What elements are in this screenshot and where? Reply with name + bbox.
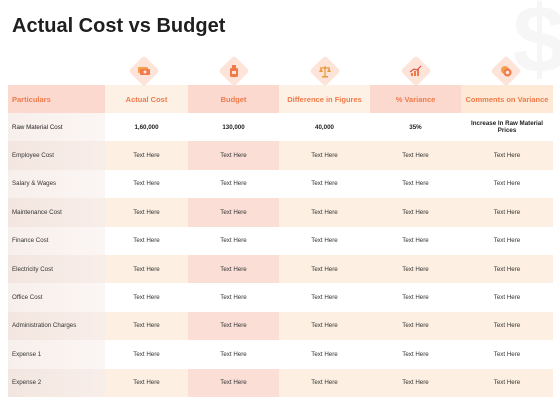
cell-difference: Text Here xyxy=(279,141,370,170)
header-particulars: Particulars xyxy=(8,85,105,113)
cell-budget: Text Here xyxy=(188,340,279,369)
cell-particulars: Maintenance Cost xyxy=(8,198,105,227)
cell-particulars: Electricity Cost xyxy=(8,254,105,284)
cell-budget: Text Here xyxy=(188,141,279,170)
cell-comments: Text Here xyxy=(461,254,553,284)
cell-actual-cost: Text Here xyxy=(105,340,188,369)
cell-difference: Text Here xyxy=(279,226,370,255)
cell-variance: Text Here xyxy=(370,226,461,255)
cell-variance: Text Here xyxy=(370,254,461,284)
cell-actual-cost: Text Here xyxy=(105,198,188,227)
cell-comments: Text Here xyxy=(461,141,553,170)
cell-variance: Text Here xyxy=(370,283,461,312)
cell-budget: 130,000 xyxy=(188,113,279,142)
header-budget: Budget xyxy=(188,85,279,113)
header-difference: Difference in Figures xyxy=(279,85,370,113)
cell-difference: Text Here xyxy=(279,254,370,284)
table-row: Administration Charges Text Here Text Here… xyxy=(8,311,553,341)
cost-budget-table: Particulars Actual Cost Budget Differenc… xyxy=(8,85,553,397)
column-icon-row xyxy=(0,55,560,87)
bottle-icon xyxy=(218,55,250,87)
cell-particulars: Expense 2 xyxy=(8,368,105,397)
header-comments: Comments on Variance xyxy=(461,85,553,113)
header-actual-cost: Actual Cost xyxy=(105,85,188,113)
cell-budget: Text Here xyxy=(188,198,279,227)
cell-comments: Text Here xyxy=(461,311,553,341)
cell-actual-cost: Text Here xyxy=(105,311,188,341)
cell-comments: Text Here xyxy=(461,198,553,227)
cell-variance: Text Here xyxy=(370,311,461,341)
cell-particulars: Raw Material Cost xyxy=(8,113,105,142)
cell-actual-cost: Text Here xyxy=(105,254,188,284)
table-row: Office Cost Text Here Text Here Text Here Te… xyxy=(8,283,553,312)
cell-comments: Text Here xyxy=(461,368,553,397)
cell-variance: Text Here xyxy=(370,141,461,170)
table-row: Electricity Cost Text Here Text Here Text H… xyxy=(8,254,553,284)
table-row: Expense 2 Text Here Text Here Text Here Text… xyxy=(8,368,553,397)
cell-difference: Text Here xyxy=(279,368,370,397)
cell-particulars: Employee Cost xyxy=(8,141,105,170)
cell-actual-cost: Text Here xyxy=(105,368,188,397)
cell-difference: Text Here xyxy=(279,169,370,199)
header-variance: % Variance xyxy=(370,85,461,113)
page-title: Actual Cost vs Budget xyxy=(12,15,226,37)
cell-variance: Text Here xyxy=(370,169,461,199)
cell-particulars: Expense 1 xyxy=(8,340,105,369)
cell-actual-cost: Text Here xyxy=(105,169,188,199)
cell-difference: Text Here xyxy=(279,283,370,312)
cell-difference: Text Here xyxy=(279,311,370,341)
cell-particulars: Finance Cost xyxy=(8,226,105,255)
cell-actual-cost: Text Here xyxy=(105,283,188,312)
cell-variance: Text Here xyxy=(370,340,461,369)
cell-comments: Text Here xyxy=(461,226,553,255)
cell-particulars: Administration Charges xyxy=(8,311,105,341)
table-row: Raw Material Cost 1,60,000 130,000 40,000 35… xyxy=(8,113,553,142)
cell-variance: Text Here xyxy=(370,368,461,397)
cell-budget: Text Here xyxy=(188,368,279,397)
cell-particulars: Salary & Wages xyxy=(8,169,105,199)
cell-comments: Text Here xyxy=(461,283,553,312)
table-row: Maintenance Cost Text Here Text Here Text H… xyxy=(8,198,553,227)
table-row: Employee Cost Text Here Text Here Text Here… xyxy=(8,141,553,170)
money-icon xyxy=(128,55,160,87)
scales-icon xyxy=(309,55,341,87)
dollar-watermark: $ xyxy=(512,0,560,93)
cell-comments: Text Here xyxy=(461,340,553,369)
table-header-row: Particulars Actual Cost Budget Differenc… xyxy=(8,85,553,113)
coins-icon xyxy=(490,55,522,87)
cell-budget: Text Here xyxy=(188,254,279,284)
cell-budget: Text Here xyxy=(188,226,279,255)
cell-actual-cost: Text Here xyxy=(105,141,188,170)
cell-difference: Text Here xyxy=(279,340,370,369)
table-row: Expense 1 Text Here Text Here Text Here Text… xyxy=(8,340,553,369)
cell-actual-cost: Text Here xyxy=(105,226,188,255)
cell-budget: Text Here xyxy=(188,169,279,199)
cell-budget: Text Here xyxy=(188,283,279,312)
cell-budget: Text Here xyxy=(188,311,279,341)
trend-chart-icon xyxy=(400,55,432,87)
cell-comments: Increase In Raw Material Prices xyxy=(461,113,553,142)
table-row: Salary & Wages Text Here Text Here Text Her… xyxy=(8,169,553,199)
cell-particulars: Office Cost xyxy=(8,283,105,312)
cell-actual-cost: 1,60,000 xyxy=(105,113,188,142)
cell-variance: 35% xyxy=(370,113,461,142)
cell-comments: Text Here xyxy=(461,169,553,199)
cell-difference: 40,000 xyxy=(279,113,370,142)
table-row: Finance Cost Text Here Text Here Text Here T… xyxy=(8,226,553,255)
cell-difference: Text Here xyxy=(279,198,370,227)
cell-variance: Text Here xyxy=(370,198,461,227)
